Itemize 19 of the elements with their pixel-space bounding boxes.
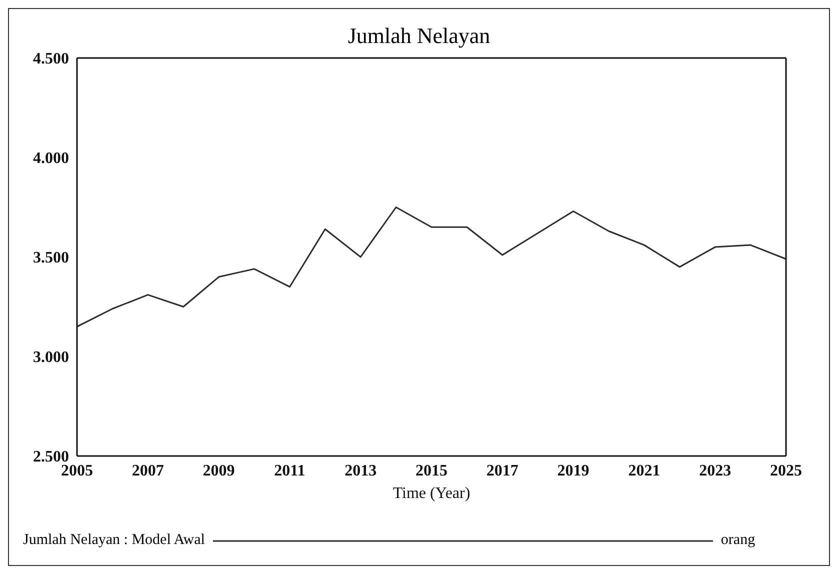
text: Jumlah Nelayan : Model Awal	[23, 532, 205, 549]
x-tick-label: 2023	[699, 462, 732, 480]
y-tick-label: 3.500	[33, 250, 69, 267]
y-tick-label: 4.500	[33, 50, 69, 68]
x-tick-label: 2017	[486, 462, 518, 480]
x-tick-label: 2007	[132, 462, 164, 480]
text: orang	[720, 532, 756, 549]
x-tick-label: 2013	[344, 462, 377, 480]
x-tick-label: 2015	[416, 462, 448, 480]
y-tick-label: 3.000	[33, 349, 69, 366]
x-tick-label: 2011	[274, 462, 306, 480]
x-tick-label: 2019	[557, 462, 590, 480]
x-tick-label: 2025	[770, 462, 802, 480]
x-tick-label: 2009	[202, 462, 235, 480]
y-tick-label: 4.000	[33, 150, 69, 168]
x-tick-label: 2021	[628, 462, 660, 480]
chart-title: Jumlah Nelayan	[348, 23, 490, 48]
line-series	[77, 206, 786, 328]
x-axis-title: Time (Year)	[392, 485, 470, 502]
